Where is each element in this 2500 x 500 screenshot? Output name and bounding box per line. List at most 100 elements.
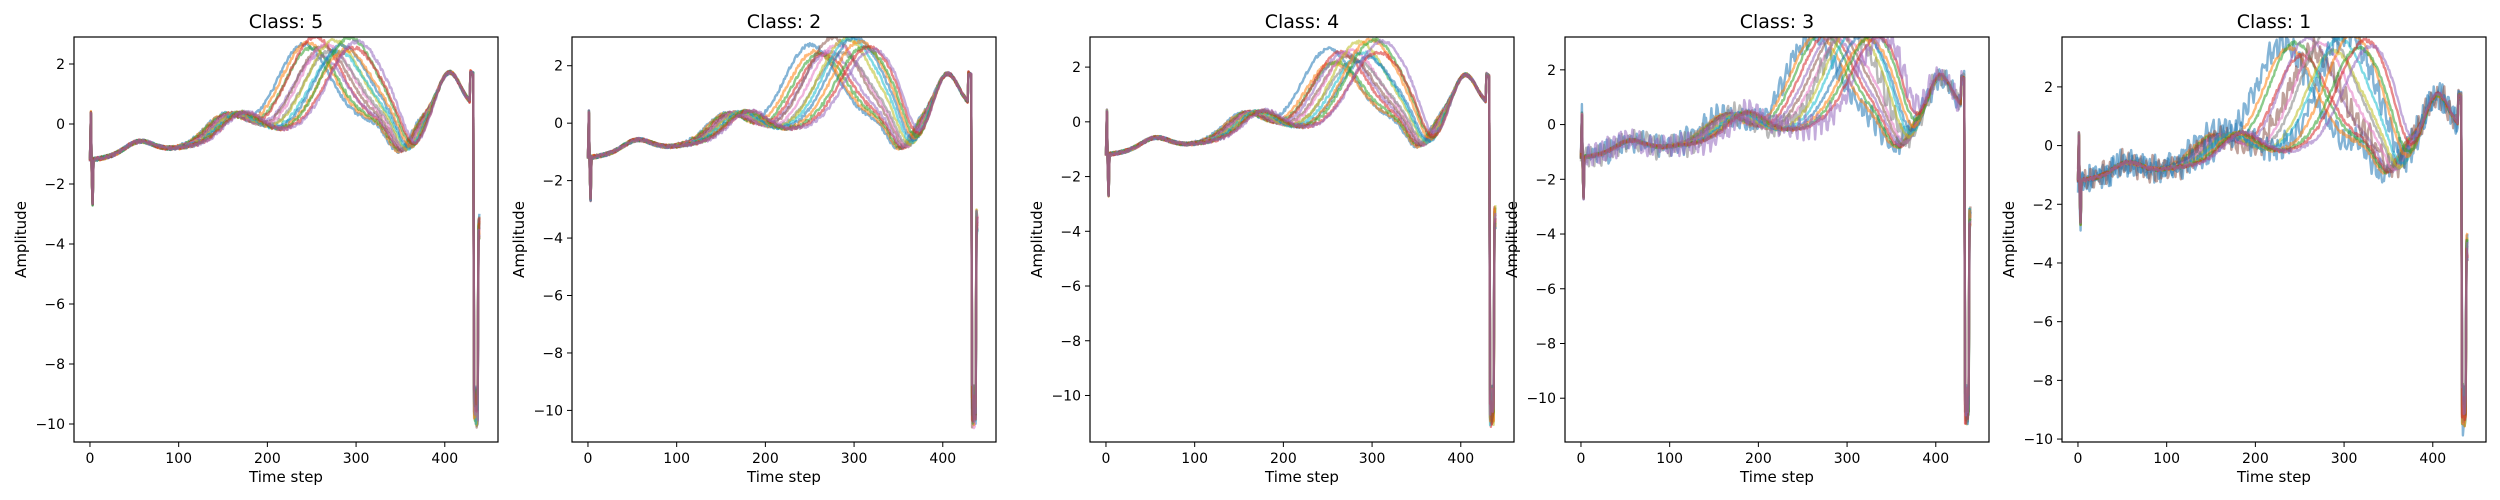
series-line	[1579, 37, 1972, 423]
x-tick-label: 0	[1577, 451, 1586, 467]
y-tick-label: −8	[1060, 334, 1081, 350]
series-line	[586, 48, 979, 417]
x-tick-label: 400	[2419, 451, 2446, 467]
series-line	[1579, 37, 1972, 417]
y-tick-label: 2	[56, 57, 65, 73]
y-tick-label: −4	[44, 237, 65, 253]
x-tick-label: 300	[1834, 451, 1861, 467]
x-tick-label: 200	[2242, 451, 2269, 467]
y-tick-label: −8	[44, 357, 65, 373]
y-tick-label: −10	[2023, 432, 2053, 448]
y-tick-label: −4	[2032, 256, 2053, 272]
series-line	[2076, 37, 2469, 423]
y-tick-label: −6	[44, 297, 65, 313]
x-tick-label: 0	[2074, 451, 2083, 467]
y-tick-label: −8	[542, 346, 563, 362]
y-tick-label: 0	[56, 117, 65, 133]
y-tick-label: −6	[2032, 315, 2053, 331]
x-axis-label: Time step	[1739, 468, 1814, 486]
x-tick-label: 300	[1359, 451, 1386, 467]
x-tick-label: 200	[1270, 451, 1297, 467]
series-line	[1579, 37, 1972, 422]
subplot-title: Class: 5	[249, 11, 324, 33]
y-tick-label: −2	[1535, 172, 1556, 188]
x-tick-label: 300	[343, 451, 370, 467]
y-tick-label: −10	[1526, 391, 1556, 407]
series-line	[1104, 50, 1497, 422]
series-line	[2076, 37, 2469, 413]
y-axis-label: Amplitude	[12, 201, 30, 278]
x-tick-label: 400	[1922, 451, 1949, 467]
x-tick-label: 0	[1102, 451, 1111, 467]
plot-frame	[1564, 36, 1990, 443]
y-tick-label: 0	[554, 116, 563, 132]
series-line	[88, 37, 481, 427]
plot-frame	[2061, 36, 2487, 443]
subplot-class-3: 0 100 200 300 400 −10 −8 −6 −4 −2 0 2 Class: 4 Time s…	[1028, 11, 1515, 486]
y-tick-label: −10	[1051, 388, 1081, 404]
series-line	[586, 51, 979, 411]
series-line	[1104, 49, 1497, 428]
y-tick-label: −8	[1535, 336, 1556, 352]
x-tick-label: 400	[1447, 451, 1474, 467]
y-tick-label: −8	[2032, 373, 2053, 389]
y-axis-label: Amplitude	[510, 201, 528, 278]
y-tick-label: −4	[1060, 224, 1081, 240]
y-tick-label: −2	[44, 177, 65, 193]
series-line	[586, 49, 979, 420]
y-tick-label: 2	[1547, 63, 1556, 79]
series-line	[88, 43, 481, 396]
series-line	[586, 39, 978, 427]
x-axis-label: Time step	[2236, 468, 2311, 486]
y-tick-label: −4	[542, 231, 563, 247]
series-group	[586, 37, 979, 430]
series-line	[2076, 43, 2469, 416]
series-line	[2076, 37, 2469, 420]
subplot-class-1: 0 100 200 300 400 −10 −8 −6 −4 −2 0 2 Class: 5 Time s…	[12, 11, 499, 486]
series-line	[2076, 37, 2469, 428]
series-line	[1579, 37, 1972, 420]
x-tick-label: 100	[1656, 451, 1683, 467]
series-group	[1579, 37, 1972, 426]
plot-frame	[1089, 36, 1515, 443]
subplot-title: Class: 4	[1265, 11, 1340, 33]
x-tick-label: 300	[2331, 451, 2358, 467]
x-tick-label: 0	[584, 451, 593, 467]
subplot-class-2: 0 100 200 300 400 −10 −8 −6 −4 −2 0 2 Class: 2 Time s…	[510, 11, 997, 486]
series-group	[2076, 37, 2469, 437]
y-tick-label: 0	[2044, 139, 2053, 155]
x-tick-label: 100	[1181, 451, 1208, 467]
x-axis-label: Time step	[746, 468, 821, 486]
y-tick-label: −2	[1060, 170, 1081, 186]
x-tick-label: 200	[752, 451, 779, 467]
y-tick-label: 0	[1072, 115, 1081, 131]
subplot-title: Class: 3	[1740, 11, 1815, 33]
series-line	[586, 47, 979, 424]
x-tick-label: 300	[841, 451, 868, 467]
y-tick-label: −4	[1535, 227, 1556, 243]
x-tick-label: 400	[431, 451, 458, 467]
y-tick-label: −6	[542, 289, 563, 305]
series-line	[2076, 37, 2469, 437]
subplot-title: Class: 2	[747, 11, 822, 33]
series-line	[88, 37, 481, 412]
series-group	[88, 37, 481, 429]
subplot-title: Class: 1	[2237, 11, 2312, 33]
x-tick-label: 100	[2153, 451, 2180, 467]
y-tick-label: −6	[1535, 282, 1556, 298]
plot-frame	[571, 36, 997, 443]
x-tick-label: 100	[165, 451, 192, 467]
y-tick-label: 2	[554, 59, 563, 75]
series-line	[2076, 37, 2469, 409]
y-tick-label: −10	[533, 403, 563, 419]
x-axis-label: Time step	[248, 468, 323, 486]
x-axis-label: Time step	[1264, 468, 1339, 486]
y-tick-label: 2	[2044, 80, 2053, 96]
series-group	[1104, 37, 1497, 428]
series-line	[1579, 37, 1972, 426]
y-axis-label: Amplitude	[1503, 201, 1521, 278]
y-axis-label: Amplitude	[2000, 201, 2018, 278]
series-line	[88, 37, 481, 415]
series-line	[1104, 38, 1497, 416]
